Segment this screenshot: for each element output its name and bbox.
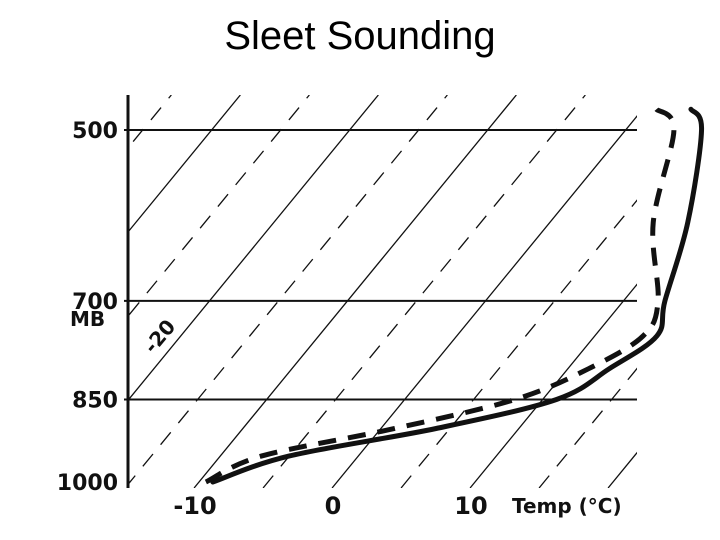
temperature-series-line: [210, 106, 705, 485]
dewpoint-series-line: [204, 107, 677, 485]
dry-adiabat-line: [128, 95, 310, 318]
isotherm-line: [193, 95, 517, 488]
y-tick-label: 700: [72, 290, 118, 315]
isotherm-lines: [0, 95, 637, 488]
x-tick-labels: -10 0 10: [173, 492, 487, 520]
x-tick-label: 10: [454, 492, 487, 520]
isotherm-line: [128, 95, 241, 234]
slide-title: Sleet Sounding: [224, 14, 496, 58]
isotherm-line: [331, 115, 637, 488]
y-tick-label: 1000: [57, 471, 118, 496]
isotherm-line: [607, 451, 637, 488]
dry-adiabat-line: [262, 95, 586, 488]
y-tick-label: 500: [72, 119, 118, 144]
x-tick-label: -10: [173, 492, 216, 520]
isotherm-label: -20: [139, 315, 181, 358]
series-layer: [204, 106, 705, 485]
dry-adiabat-line: [0, 95, 33, 488]
y-tick-labels: 500 700 850 1000: [57, 119, 118, 496]
dry-adiabat-line: [400, 199, 637, 488]
isotherm-line: [128, 95, 379, 402]
x-tick-label: 0: [325, 492, 342, 520]
dry-adiabat-line: [538, 367, 637, 488]
y-tick-label: 850: [72, 388, 118, 413]
dry-adiabat-line: [128, 95, 448, 486]
isotherm-line: [469, 283, 637, 488]
y-axis-label: MB: [70, 307, 105, 331]
x-axis-label: Temp (°C): [512, 494, 622, 518]
